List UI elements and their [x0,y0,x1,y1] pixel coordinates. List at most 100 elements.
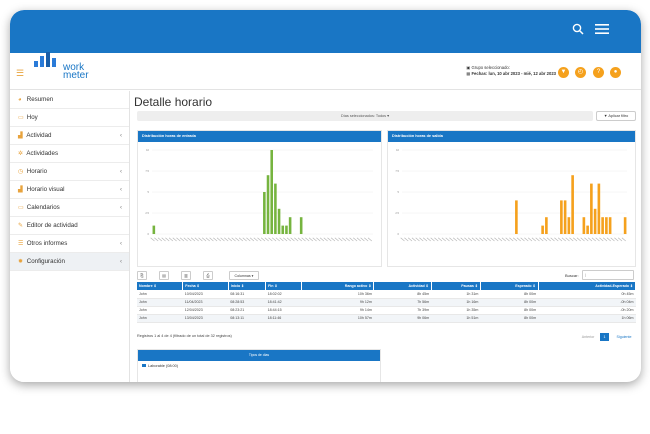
chart-bar[interactable] [288,217,292,234]
x-tick-mark [231,237,236,242]
page-title: Detalle horario [134,95,213,109]
x-tick-mark [283,237,288,242]
sort-icon: ⇕ [240,284,245,288]
column-header[interactable]: Esperado ⇕ [480,282,539,290]
column-header[interactable]: Fin ⇕ [265,282,303,290]
x-tick-mark [172,237,177,242]
sidebar-item-8[interactable]: ☰ Otros informes ‹ [10,235,129,253]
copy-icon[interactable]: ⎘ [137,271,147,280]
help-button[interactable]: ? [593,67,604,78]
sidebar-item-0[interactable]: ◕ Resumen [10,91,129,109]
search-input[interactable]: | [582,270,634,280]
excel-icon[interactable]: ▤ [159,271,169,280]
x-tick-mark [602,237,608,242]
sidebar-item-2[interactable]: ▟ Actividad ‹ [10,127,129,145]
clock-button[interactable]: ◴ [575,67,586,78]
table-row[interactable]: John 13/04/2023 08:13:11 18:11:46 10h 57m 9h … [137,314,636,323]
columns-button[interactable]: Columnas ▾ [229,271,259,280]
table-cell: 08:16:31 [228,290,266,299]
table-row[interactable]: John 10/04/2023 08:16:31 18:02:02 10h 36m 8h … [137,290,636,299]
search-icon[interactable] [572,22,584,39]
chart-bar[interactable] [582,217,586,234]
sort-icon: ⇕ [473,284,478,288]
chart-bar[interactable] [285,225,288,234]
table-row[interactable]: John 11/04/2023 08:28:53 18:41:42 9h 12m 7h 5… [137,298,636,307]
x-tick-mark [456,237,461,242]
x-tick-mark [161,237,166,242]
sidebar-item-6[interactable]: ▭ Calendarios ‹ [10,199,129,217]
x-tick-mark [471,237,476,242]
list-icon: ☰ [18,241,24,247]
chart-bar[interactable] [281,225,285,234]
chart-bar[interactable] [541,225,544,234]
chart-bar[interactable] [299,217,303,234]
column-header[interactable]: Fecha ⇕ [182,282,229,290]
x-tick-mark [584,237,589,242]
table-cell: John [137,298,183,307]
table-cell: 10h 36m [301,290,374,299]
filter-user-button[interactable]: ▼ [558,67,569,78]
chart-bar[interactable] [590,183,593,234]
print-icon[interactable]: ⎙ [203,271,213,280]
sidebar-item-4[interactable]: ◷ Horario ‹ [10,163,129,181]
chart-bar[interactable] [152,225,156,234]
chart-bar[interactable] [586,225,589,234]
x-tick-mark [356,237,361,242]
chart-bar[interactable] [571,175,574,234]
table-body: John 10/04/2023 08:16:31 18:02:02 10h 36m 8h … [137,290,636,323]
chart-bar[interactable] [563,200,567,234]
chart-bar[interactable] [567,217,571,234]
chart-bar[interactable] [263,192,266,234]
sidebar-item-7[interactable]: ✎ Editor de actividad [10,217,129,235]
next-page-button[interactable]: Siguiente [616,335,632,339]
search-label: Buscar: [565,273,579,278]
x-tick-mark [539,237,544,242]
table-row[interactable]: John 12/04/2023 08:23:21 18:44:15 9h 14m 7h 3… [137,306,636,315]
table-cell: 12/04/2023 [182,306,229,315]
chart-bar[interactable] [545,217,548,234]
user-button[interactable]: ● [610,67,621,78]
chart-bar[interactable] [266,175,270,234]
chart-bar[interactable] [605,217,608,234]
x-tick-mark [168,237,174,242]
chart-bar[interactable] [601,217,604,234]
x-tick-mark [610,237,615,242]
column-header[interactable]: Nombre ⇕ [137,282,184,290]
hamburger-icon[interactable]: ☰ [16,68,25,78]
days-filter[interactable]: Días seleccionados: Todos ▾ [137,111,593,121]
column-header[interactable]: Rango activo ⇕ [301,282,375,290]
chart-bar[interactable] [277,208,281,234]
chevron-left-icon: ‹ [120,187,122,193]
apply-filter-button[interactable]: ▼ Aplicar filtro [596,111,636,121]
menu-icon[interactable] [595,22,609,39]
chart-bar[interactable] [515,200,518,234]
page-1-button[interactable]: 1 [600,333,609,341]
chart-bar[interactable] [623,217,627,234]
table-cell: 08:13:11 [228,314,266,323]
column-header[interactable]: Pausas ⇕ [431,282,481,290]
prev-page-button[interactable]: Anterior [581,335,595,339]
sidebar-item-5[interactable]: ▟ Horario visual ‹ [10,181,129,199]
column-header[interactable]: Actividad-Esperado ⇕ [538,282,637,290]
x-tick-mark [557,237,563,242]
chart-bar[interactable] [274,183,277,234]
chart-bar[interactable] [593,208,597,234]
x-tick-mark [546,237,551,242]
column-header[interactable]: Inicio ⇕ [228,282,267,290]
chart-bar[interactable] [560,200,563,234]
sidebar-item-3[interactable]: ✲ Actividades [10,145,129,163]
sidebar-item-label: Calendarios [26,204,60,211]
pdf-icon[interactable]: ▥ [181,271,191,280]
x-tick-mark [475,237,480,242]
chart-bar[interactable] [597,183,601,234]
chart-bar[interactable] [270,150,273,234]
sidebar-item-1[interactable]: ▭ Hoy [10,109,129,127]
table-cell: 18:44:15 [265,306,302,315]
column-header-label: Actividad-Esperado [595,284,629,288]
sidebar-item-9[interactable]: ✹ Configuración ‹ [10,253,129,271]
column-header[interactable]: Actividad ⇕ [373,282,432,290]
x-tick-mark [323,237,328,242]
gear-icon: ✹ [18,259,24,265]
sort-icon: ⇕ [424,284,429,288]
chart-bar[interactable] [608,217,612,234]
